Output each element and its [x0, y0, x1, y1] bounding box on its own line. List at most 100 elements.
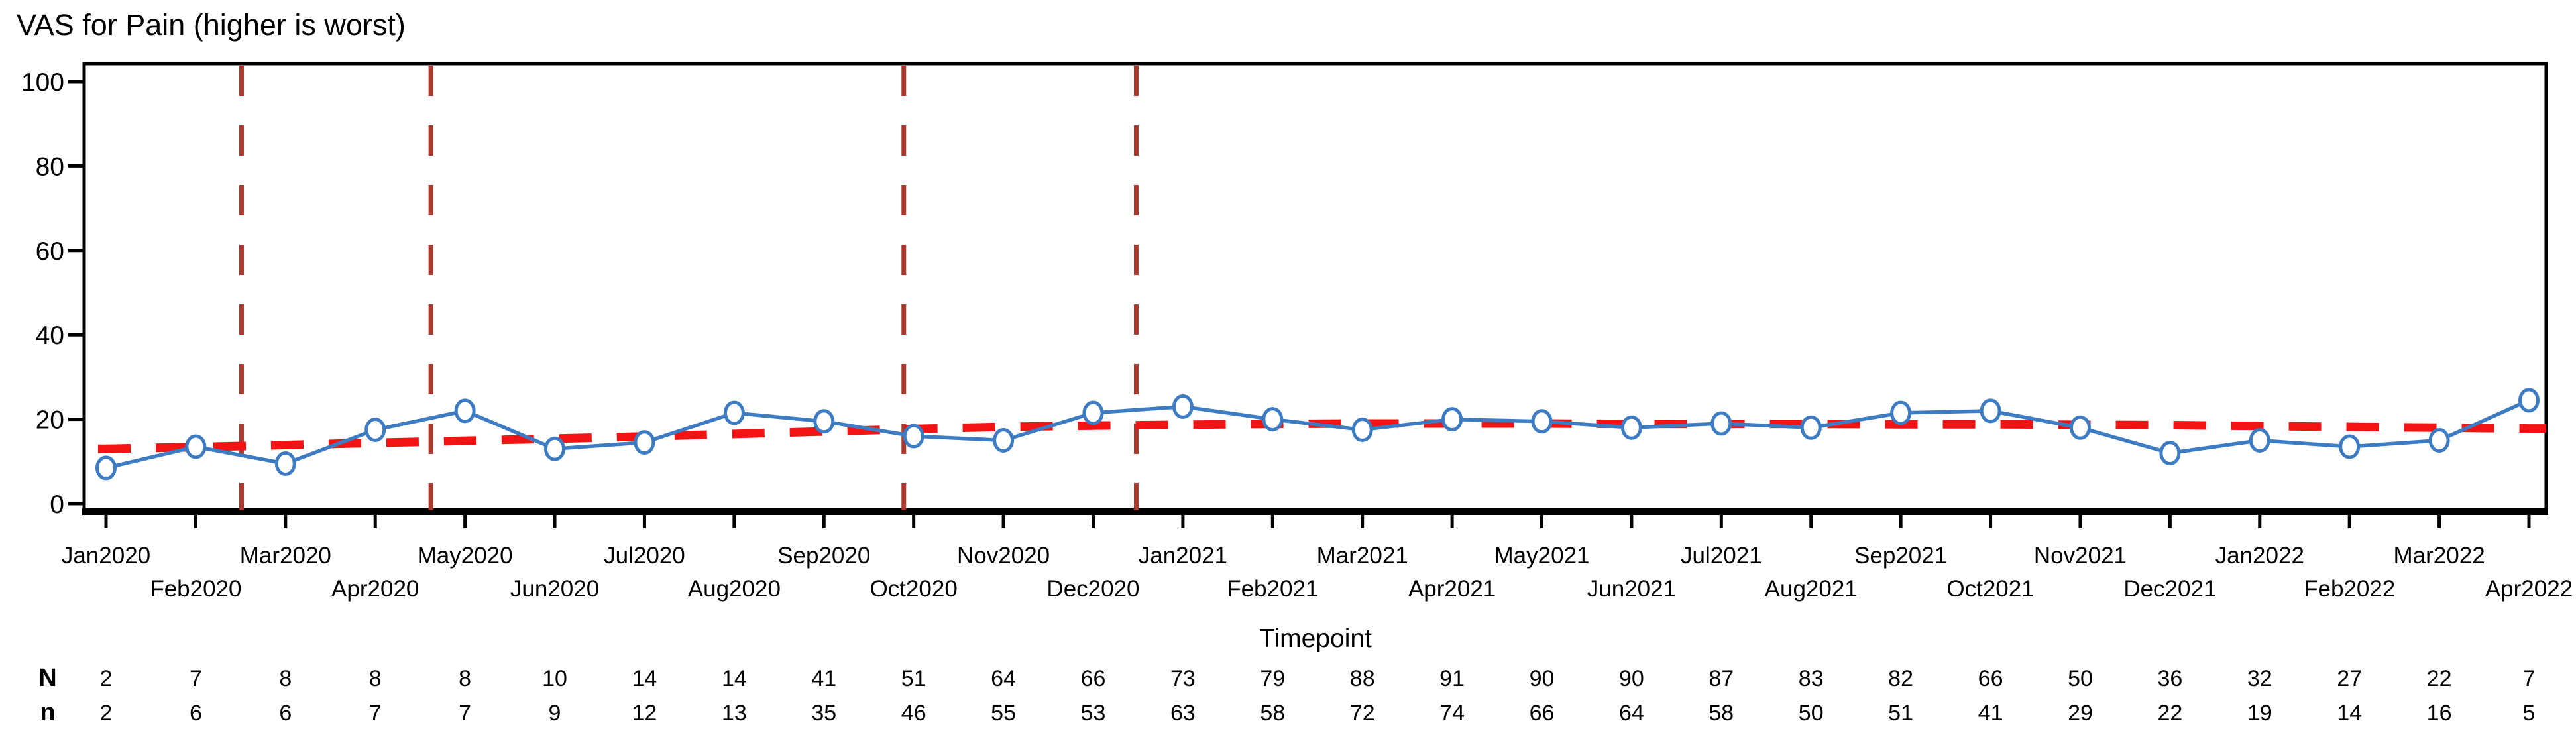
- footer-value-N: 66: [1978, 666, 2003, 691]
- x-tick-label: Jul2021: [1681, 543, 1762, 569]
- data-point: [1890, 400, 1912, 425]
- x-tick-label: Nov2020: [957, 543, 1050, 569]
- footer-value-n: 13: [722, 701, 747, 726]
- y-tick-label: 0: [50, 490, 64, 519]
- footer-value-n: 50: [1799, 701, 1824, 726]
- footer-value-n: 64: [1619, 701, 1644, 726]
- data-point: [813, 409, 835, 434]
- x-axis-title: Timepoint: [1259, 624, 1372, 653]
- data-point: [1531, 409, 1553, 434]
- x-tick-label: Sep2020: [777, 543, 870, 569]
- footer-value-n: 46: [901, 701, 926, 726]
- footer-value-n: 6: [190, 701, 202, 726]
- x-tick-label: Jun2021: [1587, 576, 1676, 602]
- x-tick-label: Mar2022: [2394, 543, 2485, 569]
- footer-value-N: 90: [1530, 666, 1555, 691]
- footer-table: 2 7 8 8 8 10 14 14 41 51 64 66 73 79 88 91 90 90 87 83 82 66 5…: [100, 666, 2536, 726]
- x-tick-label: Feb2021: [1227, 576, 1318, 602]
- footer-value-N: 79: [1260, 666, 1285, 691]
- footer-value-n: 6: [279, 701, 292, 726]
- footer-value-N: 22: [2427, 666, 2452, 691]
- x-tick-label: Mar2021: [1317, 543, 1408, 569]
- footer-value-N: 50: [2068, 666, 2093, 691]
- footer-value-N: 14: [632, 666, 657, 691]
- footer-value-N: 2: [100, 666, 113, 691]
- footer-row-label-N: N: [38, 664, 56, 692]
- y-tick-label: 20: [36, 406, 64, 435]
- footer-value-N: 27: [2337, 666, 2362, 691]
- footer-value-N: 32: [2247, 666, 2272, 691]
- data-point: [2249, 428, 2270, 453]
- data-point: [1620, 415, 1642, 440]
- chart-title: VAS for Pain (higher is worst): [17, 8, 406, 42]
- x-tick-label: Jun2020: [510, 576, 599, 602]
- footer-value-N: 51: [901, 666, 926, 691]
- x-tick-label: Apr2020: [331, 576, 419, 602]
- footer-value-n: 63: [1170, 701, 1196, 726]
- x-tick-label: Jan2020: [62, 543, 150, 569]
- y-tick-label: 40: [36, 321, 64, 350]
- footer-value-N: 91: [1439, 666, 1465, 691]
- data-point: [544, 436, 565, 461]
- footer-value-n: 9: [549, 701, 561, 726]
- x-tick-label: Oct2021: [1946, 576, 2034, 602]
- footer-value-N: 10: [542, 666, 567, 691]
- data-point: [2070, 415, 2091, 440]
- x-tick-label: Jul2020: [604, 543, 685, 569]
- footer-value-n: 14: [2337, 701, 2362, 726]
- data-point: [274, 451, 296, 476]
- data-point: [903, 424, 924, 449]
- footer-value-N: 90: [1619, 666, 1644, 691]
- x-tick-label: Oct2020: [870, 576, 958, 602]
- data-point: [2339, 434, 2361, 459]
- data-point: [1262, 407, 1284, 432]
- footer-value-N: 7: [2523, 666, 2536, 691]
- x-tick-label: Aug2020: [688, 576, 781, 602]
- x-tick-label: Nov2021: [2034, 543, 2127, 569]
- footer-value-n: 19: [2247, 701, 2272, 726]
- x-tick-label: Feb2020: [150, 576, 241, 602]
- data-point: [454, 398, 476, 424]
- footer-row-label-n: n: [40, 699, 55, 726]
- data-point: [95, 455, 117, 481]
- x-tick-label: Sep2021: [1854, 543, 1947, 569]
- footer-value-N: 73: [1170, 666, 1196, 691]
- x-tick-label: Dec2021: [2123, 576, 2216, 602]
- x-tick-label: May2021: [1494, 543, 1590, 569]
- data-point: [1710, 411, 1732, 436]
- footer-value-N: 14: [722, 666, 747, 691]
- data-point: [1351, 418, 1373, 442]
- footer-value-N: 36: [2157, 666, 2182, 691]
- footer-value-N: 8: [279, 666, 292, 691]
- footer-value-n: 5: [2523, 701, 2536, 726]
- footer-value-n: 41: [1978, 701, 2003, 726]
- data-point: [1441, 407, 1463, 432]
- footer-value-N: 88: [1350, 666, 1375, 691]
- footer-value-n: 7: [459, 701, 471, 726]
- footer-value-N: 64: [991, 666, 1016, 691]
- footer-value-n: 12: [632, 701, 657, 726]
- footer-value-N: 8: [369, 666, 382, 691]
- footer-value-n: 74: [1439, 701, 1465, 726]
- footer-value-n: 58: [1260, 701, 1285, 726]
- x-tick-label: May2020: [418, 543, 513, 569]
- data-point: [993, 428, 1015, 453]
- footer-value-n: 22: [2157, 701, 2182, 726]
- footer-value-n: 55: [991, 701, 1016, 726]
- trend-line: [98, 419, 2546, 453]
- data-point: [634, 430, 655, 455]
- trend-line-group: [98, 419, 2546, 453]
- footer-value-n: 7: [369, 701, 382, 726]
- footer-value-n: 51: [1888, 701, 1913, 726]
- data-line: [105, 398, 2530, 470]
- footer-value-n: 72: [1350, 701, 1375, 726]
- footer-value-N: 41: [811, 666, 836, 691]
- footer-value-N: 83: [1799, 666, 1824, 691]
- y-tick-label: 80: [36, 152, 64, 181]
- data-point: [1980, 398, 2001, 424]
- y-axis: 0 20 40 60 80 100: [21, 68, 84, 519]
- data-point: [723, 400, 745, 425]
- footer-value-N: 7: [190, 666, 202, 691]
